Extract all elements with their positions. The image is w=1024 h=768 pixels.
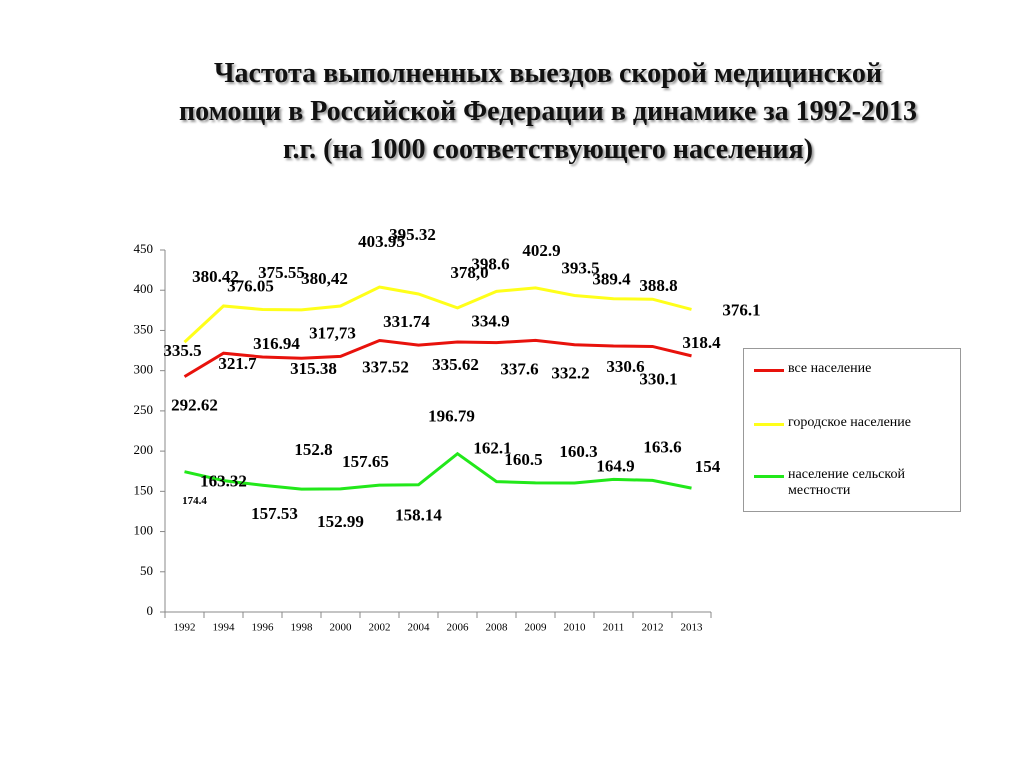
x-tick-label: 1996 <box>252 622 275 634</box>
data-label: 315.38 <box>290 359 337 378</box>
data-label: 393.5 <box>561 258 599 277</box>
y-tick-label: 150 <box>134 482 154 497</box>
data-label: 389.4 <box>592 270 631 289</box>
data-label: 164.9 <box>596 456 634 475</box>
x-tick-label: 2013 <box>681 622 704 634</box>
data-label: 331.74 <box>383 312 430 331</box>
x-tick-label: 1998 <box>291 622 314 634</box>
series-line <box>183 285 692 344</box>
data-label: 403.95 <box>358 232 405 251</box>
x-tick-label: 2009 <box>525 622 548 634</box>
data-label: 395.32 <box>389 225 436 244</box>
x-tick-label: 2008 <box>486 622 509 634</box>
data-label: 330.6 <box>606 357 644 376</box>
data-label: 152.99 <box>317 512 364 531</box>
y-tick-label: 450 <box>134 241 154 256</box>
data-label: 398.6 <box>471 254 509 273</box>
x-tick-label: 2012 <box>642 622 664 634</box>
data-label: 157.53 <box>251 504 298 523</box>
legend: все население городское население населени… <box>743 348 961 512</box>
x-tick-label: 1992 <box>174 622 196 634</box>
data-label: 160.3 <box>559 442 597 461</box>
data-label: 154 <box>695 457 721 476</box>
legend-item: все население <box>754 361 958 377</box>
data-label: 174.4 <box>182 495 207 507</box>
legend-label: все население <box>788 361 872 376</box>
data-label: 376.05 <box>227 276 274 295</box>
y-tick-label: 50 <box>140 563 153 578</box>
data-label: 332.2 <box>551 364 589 383</box>
data-label: 318.4 <box>682 333 721 352</box>
y-tick-label: 0 <box>147 603 154 618</box>
data-label: 337.52 <box>362 357 409 376</box>
y-tick-label: 250 <box>134 402 154 417</box>
data-label: 316.94 <box>253 334 300 353</box>
x-tick-label: 2011 <box>603 622 625 634</box>
data-label: 157.65 <box>342 452 389 471</box>
data-label: 334.9 <box>471 311 509 330</box>
x-tick-label: 2004 <box>408 622 431 634</box>
data-label: 163.32 <box>200 472 247 491</box>
y-tick-label: 200 <box>134 442 154 457</box>
x-tick-label: 2010 <box>564 622 587 634</box>
chart-title: Частота выполненных выездов скорой медиц… <box>179 58 917 165</box>
data-label: 160.5 <box>504 450 542 469</box>
y-tick-label: 100 <box>134 523 154 538</box>
legend-item: население сельской местности <box>754 467 958 499</box>
x-tick-label: 2002 <box>369 622 391 634</box>
data-label: 402.9 <box>522 241 560 260</box>
data-label: 162.1 <box>473 439 511 458</box>
series-line <box>184 451 692 491</box>
data-label: 375.55 <box>258 263 305 282</box>
x-tick-label: 1994 <box>213 622 236 634</box>
data-label: 196.79 <box>428 407 475 426</box>
data-label: 388.8 <box>639 276 677 295</box>
data-label: 335.62 <box>432 355 479 374</box>
legend-label: городское население <box>788 415 912 430</box>
y-tick-label: 400 <box>134 281 154 296</box>
y-tick-label: 350 <box>134 321 154 336</box>
data-label: 378,0 <box>450 263 488 282</box>
legend-swatch <box>754 369 784 372</box>
data-label: 380,42 <box>301 269 348 288</box>
data-label: 380.42 <box>192 267 239 286</box>
x-tick-label: 2006 <box>447 622 470 634</box>
data-label: 335.5 <box>163 341 201 360</box>
data-label: 163.6 <box>643 437 681 456</box>
data-label: 330.1 <box>639 369 677 388</box>
legend-swatch <box>754 475 784 478</box>
legend-item: городское население <box>754 415 958 431</box>
y-tick-label: 300 <box>134 362 154 377</box>
data-label: 292.62 <box>171 396 218 415</box>
data-label: 317,73 <box>309 323 356 342</box>
series-line <box>183 338 692 378</box>
legend-swatch <box>754 423 784 426</box>
data-label: 158.14 <box>395 506 442 525</box>
legend-label: население сельской местности <box>788 467 905 498</box>
x-tick-label: 2000 <box>330 622 353 634</box>
data-label: 337.6 <box>500 359 538 378</box>
data-label: 321.7 <box>218 354 257 373</box>
data-label: 376.1 <box>722 300 760 319</box>
data-label: 152.8 <box>294 440 332 459</box>
